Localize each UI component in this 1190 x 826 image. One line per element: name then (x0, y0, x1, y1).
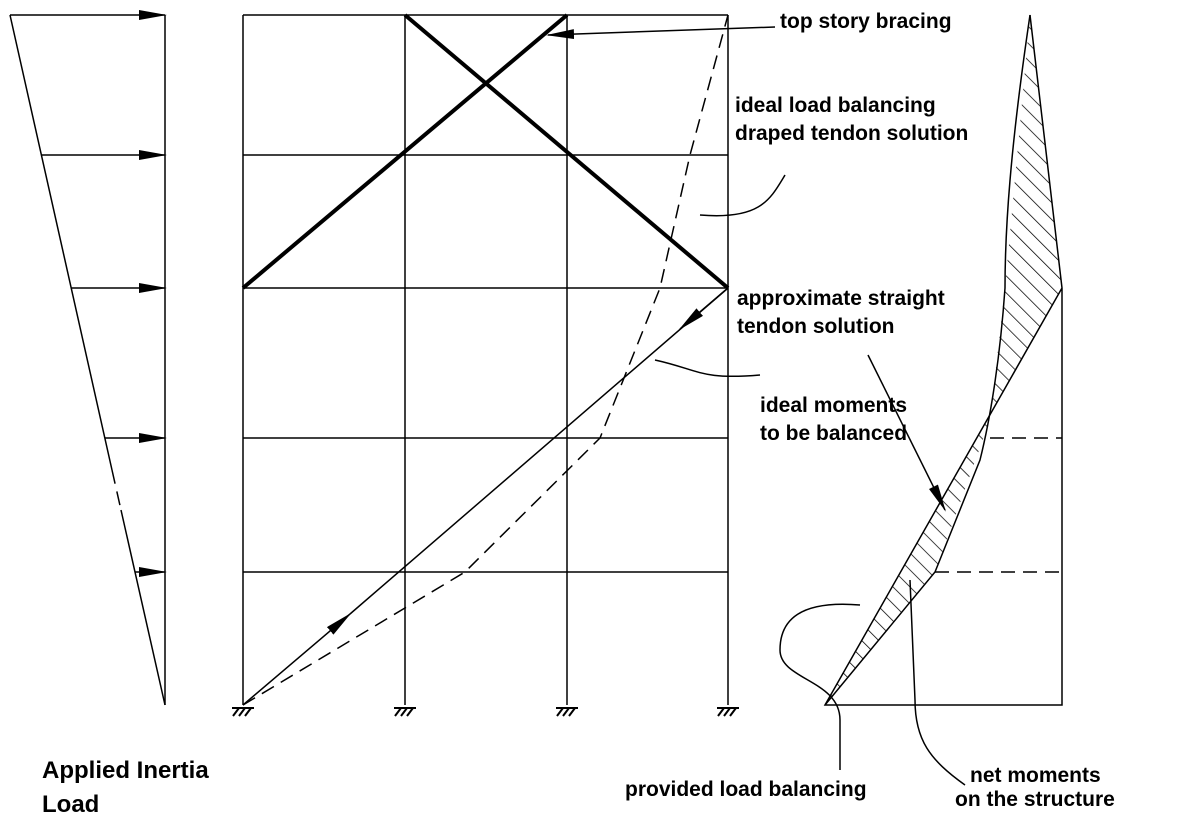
inertia-load (9, 10, 167, 706)
label: ideal moments (760, 394, 907, 417)
labels: top story bracing ideal load balancing d… (42, 10, 1115, 818)
label: top story bracing (780, 10, 952, 33)
label: Load (42, 791, 99, 818)
frame (232, 13, 739, 717)
label: draped tendon solution (735, 122, 968, 145)
label: approximate straight (737, 287, 945, 310)
leaders (546, 26, 966, 786)
label: on the structure (955, 788, 1115, 811)
label: provided load balancing (625, 778, 867, 801)
label: net moments (970, 764, 1101, 787)
label: Applied Inertia (42, 757, 209, 784)
label: tendon solution (737, 315, 894, 338)
moment-diagram (823, 14, 1063, 706)
label: to be balanced (760, 422, 907, 445)
label: ideal load balancing (735, 94, 936, 117)
